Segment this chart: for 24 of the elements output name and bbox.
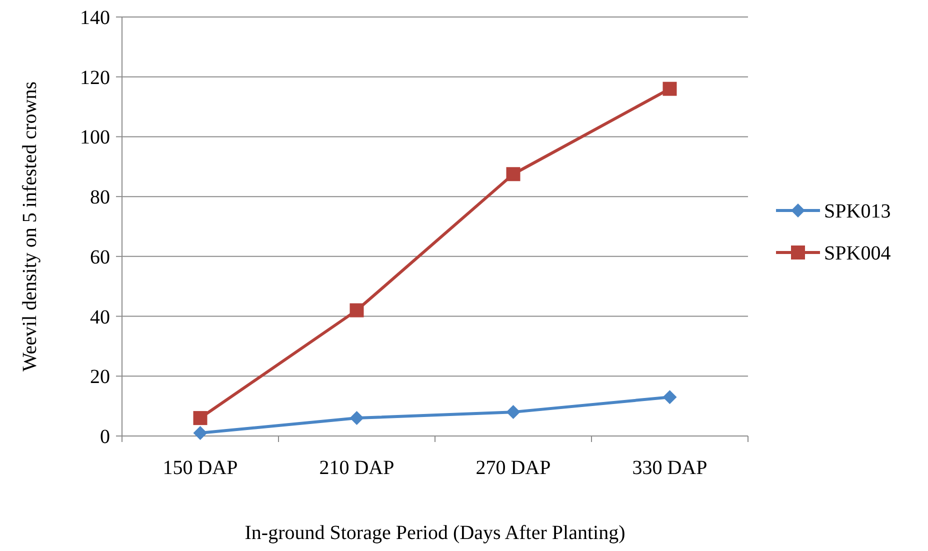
- y-tick-label: 20: [90, 366, 110, 388]
- point: [662, 82, 677, 96]
- x-axis-title: In-ground Storage Period (Days After Planting): [244, 522, 626, 544]
- point: [350, 411, 364, 426]
- y-tick-label: 120: [80, 66, 110, 89]
- x-tick-label: 330 DAP: [632, 457, 708, 479]
- y-axis-title: Weevil density on 5 infested crowns: [19, 81, 41, 372]
- y-tick-label: 60: [90, 246, 110, 268]
- y-tick-label: 100: [80, 126, 110, 149]
- y-tick-label: 140: [80, 7, 110, 29]
- y-tick-label: 40: [90, 306, 110, 328]
- point: [193, 411, 208, 426]
- legend-label: SPK013: [824, 200, 891, 222]
- y-tick-label: 80: [90, 186, 110, 209]
- point: [662, 390, 677, 404]
- x-tick-label: 270 DAP: [476, 457, 551, 479]
- point: [193, 426, 208, 440]
- point: [350, 303, 364, 318]
- y-tick-label: 0: [100, 426, 110, 448]
- x-tick-label: 150 DAP: [162, 457, 238, 479]
- legend-label: SPK004: [824, 242, 891, 264]
- point: [506, 167, 520, 182]
- x-tick-label: 210 DAP: [319, 457, 394, 479]
- point: [506, 405, 520, 420]
